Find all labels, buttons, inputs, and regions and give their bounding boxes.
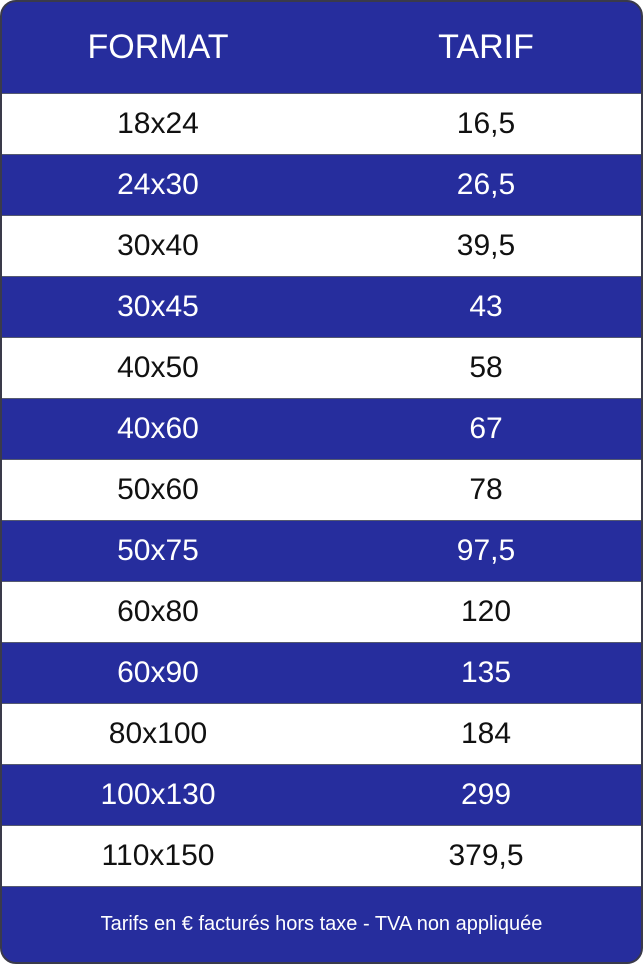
tarif-cell: 78 [469, 473, 503, 506]
table-row: 60x80 120 [2, 581, 641, 642]
tarif-cell: 120 [460, 595, 512, 628]
tarif-cell: 184 [460, 717, 512, 750]
tarif-cell: 58 [469, 351, 503, 384]
format-cell: 30x40 [117, 229, 199, 262]
format-cell: 60x80 [117, 595, 199, 628]
footer-note: Tarifs en € facturés hors taxe - TVA non… [2, 886, 641, 962]
tarif-cell: 43 [469, 290, 503, 323]
format-cell: 40x60 [117, 412, 199, 445]
table-row: 24x30 26,5 [2, 154, 641, 215]
table-row: 40x50 58 [2, 337, 641, 398]
table-row: 30x40 39,5 [2, 215, 641, 276]
tarif-cell: 39,5 [456, 229, 516, 262]
tarif-cell: 299 [460, 778, 512, 811]
table-row: 80x100 184 [2, 703, 641, 764]
table-row: 60x90 135 [2, 642, 641, 703]
tarif-cell: 67 [469, 412, 503, 445]
tarif-cell: 26,5 [456, 168, 516, 201]
format-cell: 80x100 [108, 717, 208, 750]
format-cell: 40x50 [117, 351, 199, 384]
format-cell: 50x60 [117, 473, 199, 506]
tarif-cell: 16,5 [456, 107, 516, 140]
tarif-cell: 379,5 [448, 839, 524, 872]
table-row: 40x60 67 [2, 398, 641, 459]
header-tarif: TARIF [438, 28, 534, 66]
format-cell: 50x75 [117, 534, 199, 567]
table-row: 50x60 78 [2, 459, 641, 520]
format-cell: 18x24 [117, 107, 199, 140]
format-cell: 100x130 [100, 778, 216, 811]
header-format: FORMAT [87, 28, 229, 66]
table-row: 18x24 16,5 [2, 93, 641, 154]
table-row: 110x150 379,5 [2, 825, 641, 886]
format-cell: 24x30 [117, 168, 199, 201]
tarif-cell: 135 [460, 656, 512, 689]
table-row: 100x130 299 [2, 764, 641, 825]
table-row: 30x45 43 [2, 276, 641, 337]
format-cell: 30x45 [117, 290, 199, 323]
tarif-cell: 97,5 [456, 534, 516, 567]
format-cell: 110x150 [101, 839, 215, 872]
format-cell: 60x90 [117, 656, 199, 689]
table-row: 50x75 97,5 [2, 520, 641, 581]
table-header: FORMAT TARIF [2, 2, 641, 93]
